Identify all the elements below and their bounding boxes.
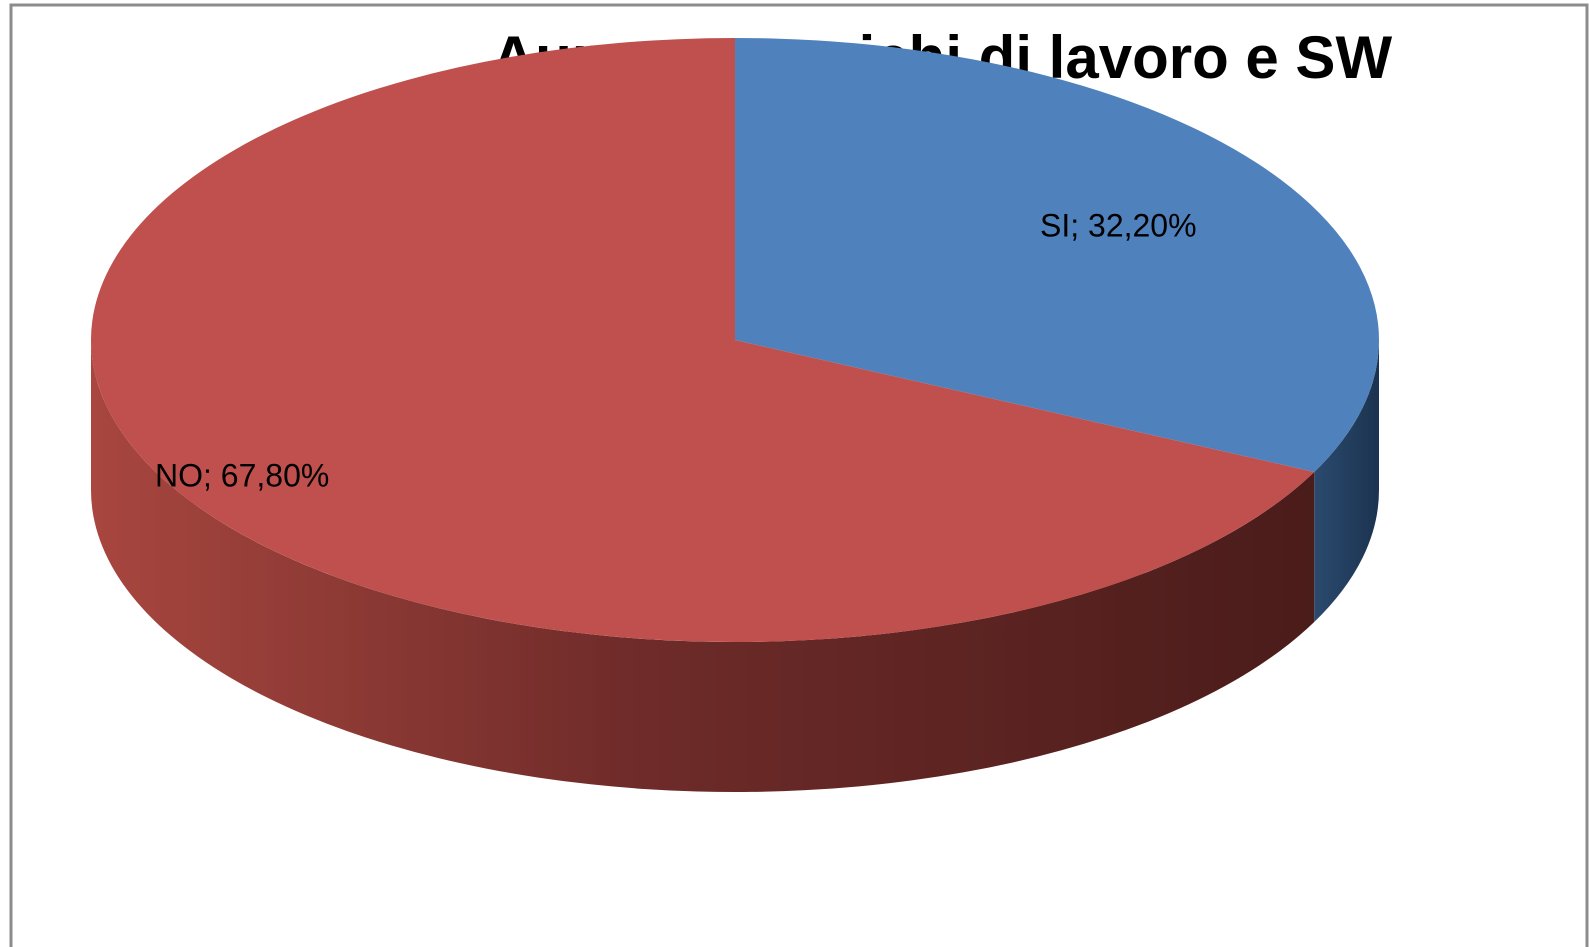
- data-label: NO; 67,80%: [155, 457, 329, 493]
- slice-side: [91, 340, 1315, 793]
- slice: [735, 38, 1380, 473]
- slice-side: [1314, 340, 1379, 623]
- pie: SI; 32,20% NO; 67,80%: [91, 38, 1380, 793]
- data-label: SI; 32,20%: [1040, 207, 1197, 243]
- pie-tops: SI; 32,20% NO; 67,80%: [91, 38, 1380, 642]
- slice: [91, 38, 1315, 642]
- chart-frame: [9, 3, 1589, 947]
- pie-sides: [91, 340, 1379, 793]
